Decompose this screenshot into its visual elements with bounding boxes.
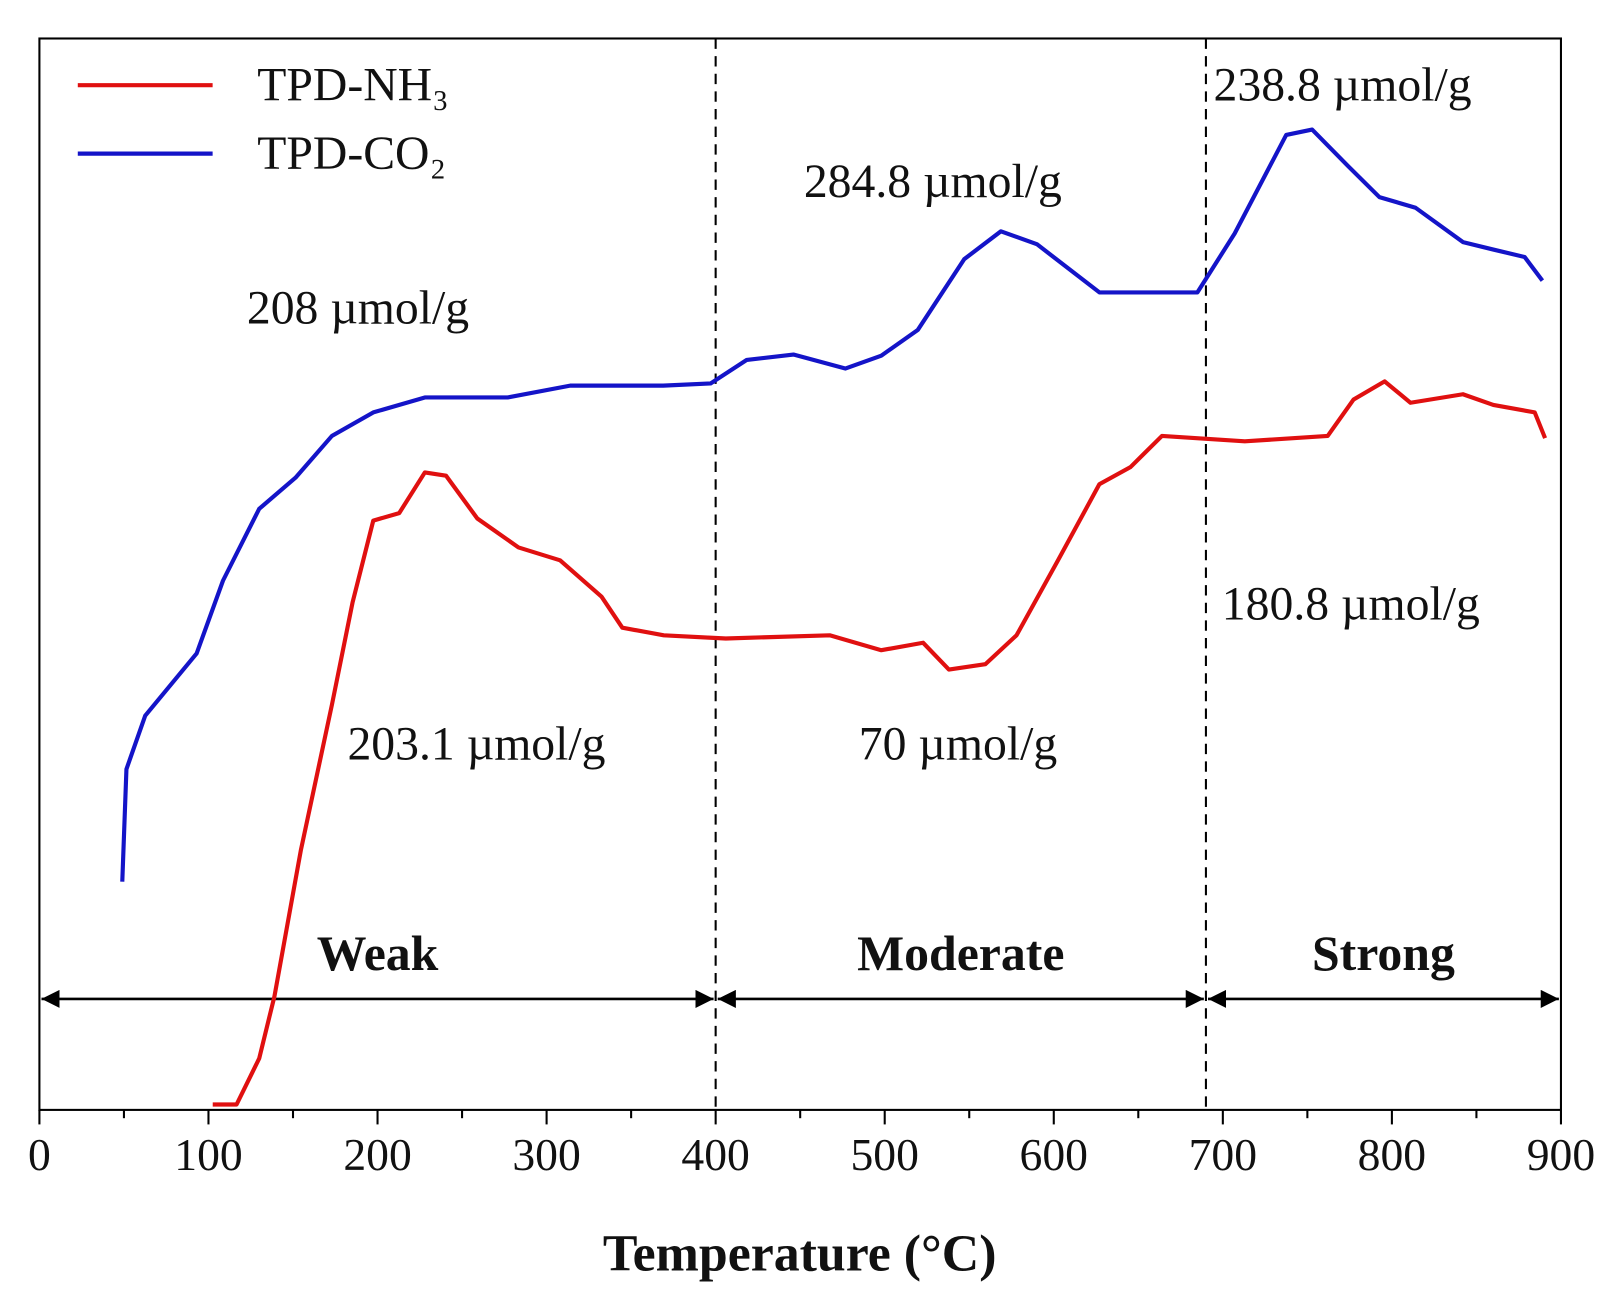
legend-label: TPD-NH₃ <box>257 59 449 112</box>
region-label: Moderate <box>857 926 1064 981</box>
x-tick-label: 100 <box>174 1129 242 1180</box>
data-line <box>212 379 1548 1107</box>
x-tick-label: 600 <box>1020 1129 1088 1180</box>
x-tick-label: 800 <box>1358 1129 1426 1180</box>
x-axis-label: Temperature (°C) <box>603 1226 997 1283</box>
region-label: Weak <box>317 926 439 981</box>
legend-label: TPD-CO₂ <box>257 127 446 180</box>
x-tick-label: 0 <box>28 1129 51 1180</box>
annotation: 70 µmol/g <box>859 717 1057 770</box>
x-tick-label: 200 <box>343 1129 411 1180</box>
x-tick-label: 500 <box>850 1129 918 1180</box>
x-tick-label: 900 <box>1527 1129 1595 1180</box>
annotation: 238.8 µmol/g <box>1214 59 1472 112</box>
x-tick-label: 400 <box>681 1129 749 1180</box>
annotation: 208 µmol/g <box>247 282 469 335</box>
data-line <box>120 127 1545 882</box>
x-tick-label: 700 <box>1189 1129 1257 1180</box>
region-label: Strong <box>1312 926 1455 981</box>
annotation: 284.8 µmol/g <box>804 155 1062 208</box>
x-tick-label: 300 <box>512 1129 580 1180</box>
annotation: 180.8 µmol/g <box>1222 577 1480 630</box>
annotation: 203.1 µmol/g <box>347 717 605 770</box>
